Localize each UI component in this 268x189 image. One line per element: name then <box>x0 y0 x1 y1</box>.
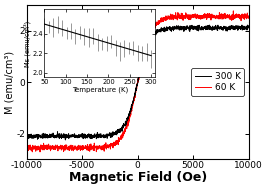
60 K <box>25 146 28 148</box>
300 K <box>119 128 122 131</box>
60 K <box>119 135 122 137</box>
60 K <box>232 10 235 12</box>
60 K <box>247 15 250 18</box>
Legend: 300 K, 60 K: 300 K, 60 K <box>191 68 244 96</box>
60 K <box>51 145 54 147</box>
Y-axis label: M (emu/cm³): M (emu/cm³) <box>5 50 15 114</box>
60 K <box>128 117 131 120</box>
60 K <box>151 25 155 28</box>
300 K <box>151 33 155 36</box>
Line: 60 K: 60 K <box>27 11 249 152</box>
300 K <box>25 135 28 137</box>
300 K <box>124 125 127 127</box>
300 K <box>64 139 67 141</box>
60 K <box>124 129 127 131</box>
Line: 300 K: 300 K <box>27 25 249 140</box>
300 K <box>51 133 54 136</box>
X-axis label: Magnetic Field (Oe): Magnetic Field (Oe) <box>69 171 207 184</box>
300 K <box>247 26 250 29</box>
300 K <box>240 24 244 26</box>
300 K <box>42 135 45 137</box>
60 K <box>42 148 46 150</box>
60 K <box>38 151 42 153</box>
300 K <box>128 113 131 115</box>
